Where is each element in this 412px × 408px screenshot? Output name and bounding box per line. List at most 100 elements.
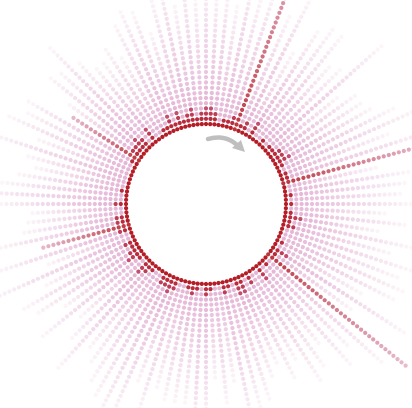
spoke-dot bbox=[314, 121, 320, 126]
spoke-dot bbox=[294, 283, 299, 288]
spoke-dot bbox=[166, 86, 171, 91]
spoke-dot bbox=[333, 229, 338, 234]
spoke-dot bbox=[83, 189, 88, 194]
spoke-dot bbox=[158, 280, 163, 285]
spoke-dot bbox=[218, 343, 223, 348]
spoke-dot bbox=[300, 146, 305, 151]
spoke-dot bbox=[95, 160, 100, 165]
spoke-dot bbox=[277, 111, 282, 116]
spoke-dot bbox=[274, 137, 280, 143]
spoke-dot bbox=[38, 148, 44, 153]
spoke-dot bbox=[0, 191, 4, 196]
spoke-dot bbox=[345, 293, 350, 298]
spike-dot bbox=[106, 228, 111, 233]
spoke-dot bbox=[382, 211, 387, 216]
spoke-dot bbox=[293, 192, 298, 197]
spoke-dot bbox=[367, 107, 372, 112]
spoke-dot bbox=[151, 41, 157, 46]
spoke-dot bbox=[63, 156, 68, 161]
spoke-dot bbox=[322, 105, 327, 110]
spoke-dot bbox=[195, 44, 200, 49]
spoke-dot bbox=[109, 165, 114, 170]
spoke-dot bbox=[208, 122, 213, 127]
spoke-dot bbox=[224, 400, 229, 405]
spoke-dot bbox=[126, 308, 131, 313]
spoke-dot bbox=[51, 185, 57, 191]
spoke-dot bbox=[90, 259, 96, 264]
spoke-dot bbox=[299, 233, 304, 238]
spoke-dot bbox=[263, 84, 268, 89]
spoke-dot bbox=[286, 165, 291, 170]
spoke-dot bbox=[191, 280, 196, 286]
spoke-dot bbox=[380, 316, 385, 321]
spoke-dot bbox=[217, 333, 222, 338]
spoke-dot bbox=[341, 339, 346, 344]
spoke-dot bbox=[44, 120, 49, 125]
spoke-dot bbox=[261, 332, 266, 337]
spoke-dot bbox=[278, 86, 283, 91]
spoke-dot bbox=[143, 307, 148, 312]
spoke-dot bbox=[265, 391, 270, 396]
spoke-dot bbox=[91, 171, 96, 176]
spoke-dot bbox=[103, 260, 108, 265]
spoke-dot bbox=[375, 136, 380, 141]
spoke-dot bbox=[181, 342, 186, 347]
spoke-dot bbox=[308, 218, 313, 223]
spoke-dot bbox=[345, 216, 350, 221]
spoke-dot bbox=[155, 107, 160, 112]
spoke-dot bbox=[216, 81, 221, 86]
spoke-dot bbox=[236, 356, 241, 361]
spoke-dot bbox=[375, 356, 380, 361]
spoke-dot bbox=[329, 257, 334, 262]
spoke-dot bbox=[293, 247, 298, 252]
spoke-dot bbox=[194, 18, 199, 23]
spoke-dot bbox=[304, 169, 309, 174]
spoke-dot bbox=[244, 49, 249, 54]
spoke-dot bbox=[9, 191, 14, 196]
spoke-dot bbox=[199, 281, 204, 286]
spoke-dot bbox=[107, 158, 112, 163]
spoke-dot bbox=[318, 220, 324, 225]
spoke-dot bbox=[308, 306, 313, 311]
spoke-dot bbox=[180, 51, 185, 56]
spoke-dot bbox=[289, 264, 294, 269]
spoke-dot bbox=[145, 101, 150, 106]
spoke-dot bbox=[105, 311, 110, 316]
spoke-dot bbox=[256, 305, 261, 310]
spoke-dot bbox=[356, 193, 361, 199]
spoke-dot bbox=[198, 297, 204, 302]
spoke-dot bbox=[203, 80, 209, 85]
spoke-dot bbox=[171, 101, 176, 106]
spoke-dot bbox=[213, 13, 218, 18]
spoke-dot bbox=[98, 141, 103, 146]
spoke-dot bbox=[165, 289, 170, 294]
spoke-dot bbox=[110, 384, 116, 389]
spoke-dot bbox=[103, 47, 108, 52]
spoke-dot bbox=[115, 28, 120, 33]
spike-dot bbox=[247, 88, 252, 93]
spoke-dot bbox=[385, 271, 390, 276]
spoke-dot bbox=[114, 325, 119, 330]
spoke-dot bbox=[246, 402, 251, 407]
spike-dot bbox=[273, 20, 278, 25]
spoke-dot bbox=[218, 65, 223, 70]
spoke-dot bbox=[263, 336, 269, 341]
spoke-dot bbox=[177, 104, 182, 109]
spoke-dot bbox=[233, 111, 238, 116]
spoke-dot bbox=[363, 235, 368, 240]
spoke-dot bbox=[231, 115, 236, 121]
spoke-dot bbox=[121, 154, 126, 159]
spoke-dot bbox=[313, 219, 318, 224]
spoke-dot bbox=[252, 19, 258, 24]
spoke-dot bbox=[330, 215, 335, 220]
spoke-dot bbox=[133, 258, 138, 263]
spoke-dot bbox=[153, 357, 158, 362]
spoke-dot bbox=[229, 40, 234, 45]
spoke-dot bbox=[135, 83, 140, 88]
spoke-dot bbox=[154, 277, 159, 282]
spike-dot bbox=[110, 141, 115, 146]
spoke-dot bbox=[243, 322, 248, 327]
spoke-dot bbox=[344, 99, 349, 105]
spoke-dot bbox=[183, 8, 188, 13]
spoke-dot bbox=[149, 0, 154, 4]
